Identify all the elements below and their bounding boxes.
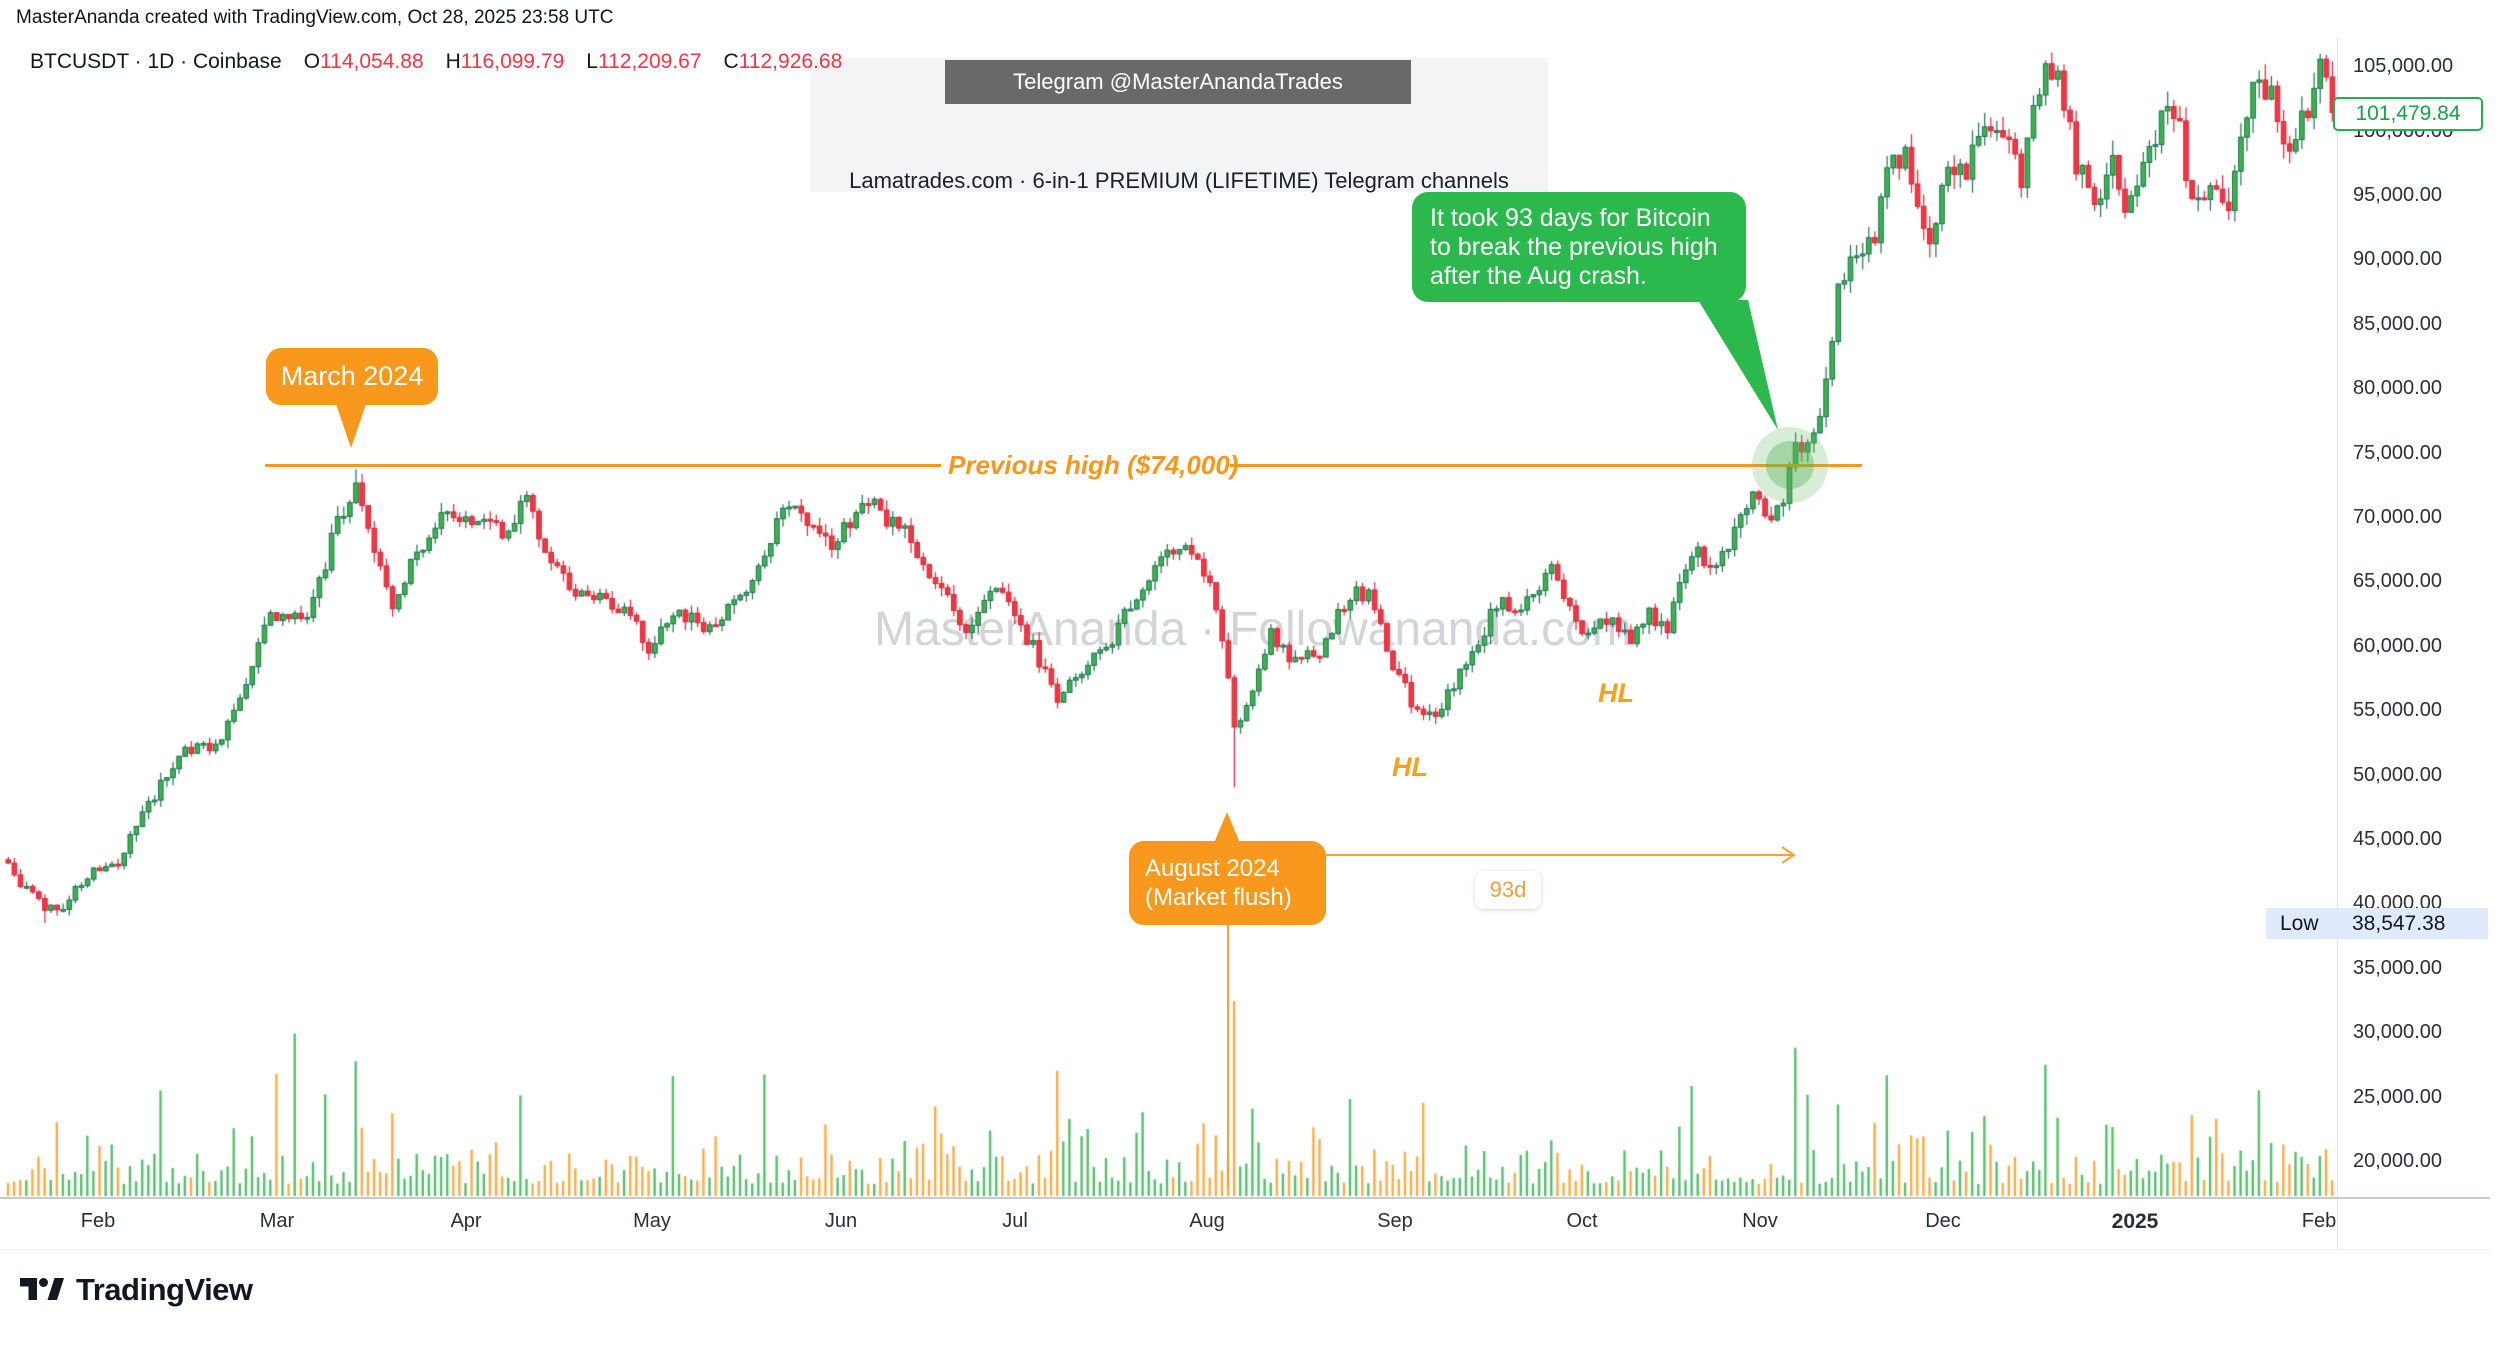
promo-site-text: Lamatrades.com · 6-in-1 PREMIUM (LIFETIM… [849,168,1509,193]
attribution-text: MasterAnanda created with TradingView.co… [16,7,614,28]
price-tick-label: 60,000.00 [2353,634,2442,657]
previous-high-line-left[interactable] [265,464,941,467]
callout-line3: after the Aug crash. [1430,262,1647,290]
axis-corner-divider [2337,1199,2338,1249]
last-price-badge: 101,479.84 [2333,97,2483,131]
price-tick-label: 45,000.00 [2353,828,2442,850]
low-label: Low [2280,912,2319,935]
callout-line2: to break the previous high [1430,233,1718,261]
breakout-callout[interactable]: It took 93 days for Bitcoin to break the… [1412,192,1746,302]
time-tick-label: Nov [1742,1210,1778,1232]
august-vertical-line [1227,925,1229,1188]
price-tick-label: 35,000.00 [2353,956,2442,979]
time-tick-label: Feb [2301,1210,2337,1232]
symbol-title[interactable]: BTCUSDT · 1D · Coinbase [30,50,282,73]
time-tick-label: 2025 [2111,1210,2159,1233]
time-axis[interactable]: Feb Mar Apr May Jun Jul Aug Sep Oct Nov Dec 2025 Feb [0,1199,2490,1250]
ohlc-open: O114,054.88 [303,50,424,73]
time-tick-label: May [633,1210,671,1232]
time-tick-label: Sep [1377,1210,1413,1232]
time-tick-label: Feb [80,1210,116,1232]
price-tick-label: 20,000.00 [2353,1150,2442,1172]
ohlc-high: H116,099.79 [445,50,565,73]
low-value: 38,547.38 [2352,912,2446,935]
time-tick-label: Aug [1189,1210,1225,1232]
price-tick-label: 25,000.00 [2353,1085,2442,1108]
breakout-highlight-outer [1752,427,1828,503]
callout-line1: It took 93 days for Bitcoin [1430,204,1711,232]
time-axis-separator [0,1197,2490,1199]
price-axis[interactable]: 105,000.00100,000.0095,000.0090,000.0085… [2337,38,2490,1198]
time-tick-label: Jul [1002,1210,1028,1232]
time-tick-label: Dec [1925,1210,1961,1232]
higher-low-label-2[interactable]: HL [1598,678,1634,708]
price-tick-label: 55,000.00 [2353,699,2442,722]
time-tick-label: Jun [824,1210,858,1232]
previous-high-line-right[interactable] [1230,464,1862,467]
march-2024-callout[interactable]: March 2024 [266,348,438,448]
time-tick-label: Oct [1566,1210,1598,1232]
ninety-three-day-arrow[interactable] [1326,845,1806,867]
price-tick-label: 90,000.00 [2353,248,2442,271]
previous-high-label[interactable]: Previous high ($74,000) [948,450,1239,480]
price-tick-label: 70,000.00 [2353,506,2442,528]
price-tick-label: 105,000.00 [2353,55,2454,78]
tradingview-logo[interactable]: TradingView [20,1272,253,1308]
duration-chip[interactable]: 93d [1475,871,1541,909]
august-line1: August 2024 [1145,855,1280,882]
higher-low-label-1[interactable]: HL [1392,752,1428,782]
price-tick-label: 50,000.00 [2353,763,2442,786]
price-tick-label: 85,000.00 [2353,312,2442,335]
ohlc-low: L112,209.67 [586,50,702,73]
telegram-badge: Telegram @MasterAnandaTrades [945,60,1411,104]
time-tick-label: Apr [450,1210,482,1232]
time-tick-label: Mar [259,1210,295,1232]
price-tick-label: 65,000.00 [2353,570,2442,593]
tradingview-logo-icon [20,1278,64,1300]
price-tick-label: 75,000.00 [2353,441,2442,464]
price-tick-label: 30,000.00 [2353,1021,2442,1044]
ohlc-close: C112,926.68 [723,50,843,73]
tradingview-logo-text: TradingView [76,1272,253,1307]
callout-tail [1698,300,1778,430]
price-tick-label: 80,000.00 [2353,377,2442,400]
promo-panel: Telegram @MasterAnandaTrades Lamatrades.… [810,58,1548,193]
august-2024-callout[interactable]: August 2024 (Market flush) [1129,812,1326,925]
chart-legend[interactable]: BTCUSDT · 1D · Coinbase O114,054.88 H116,0… [30,50,842,74]
price-tick-label: 95,000.00 [2353,184,2442,206]
breakout-highlight-inner [1766,441,1814,489]
session-low-badge: Low 38,547.38 [2266,908,2488,939]
august-line2: (Market flush) [1145,884,1292,911]
candlestick-chart-canvas[interactable] [0,0,2337,1250]
